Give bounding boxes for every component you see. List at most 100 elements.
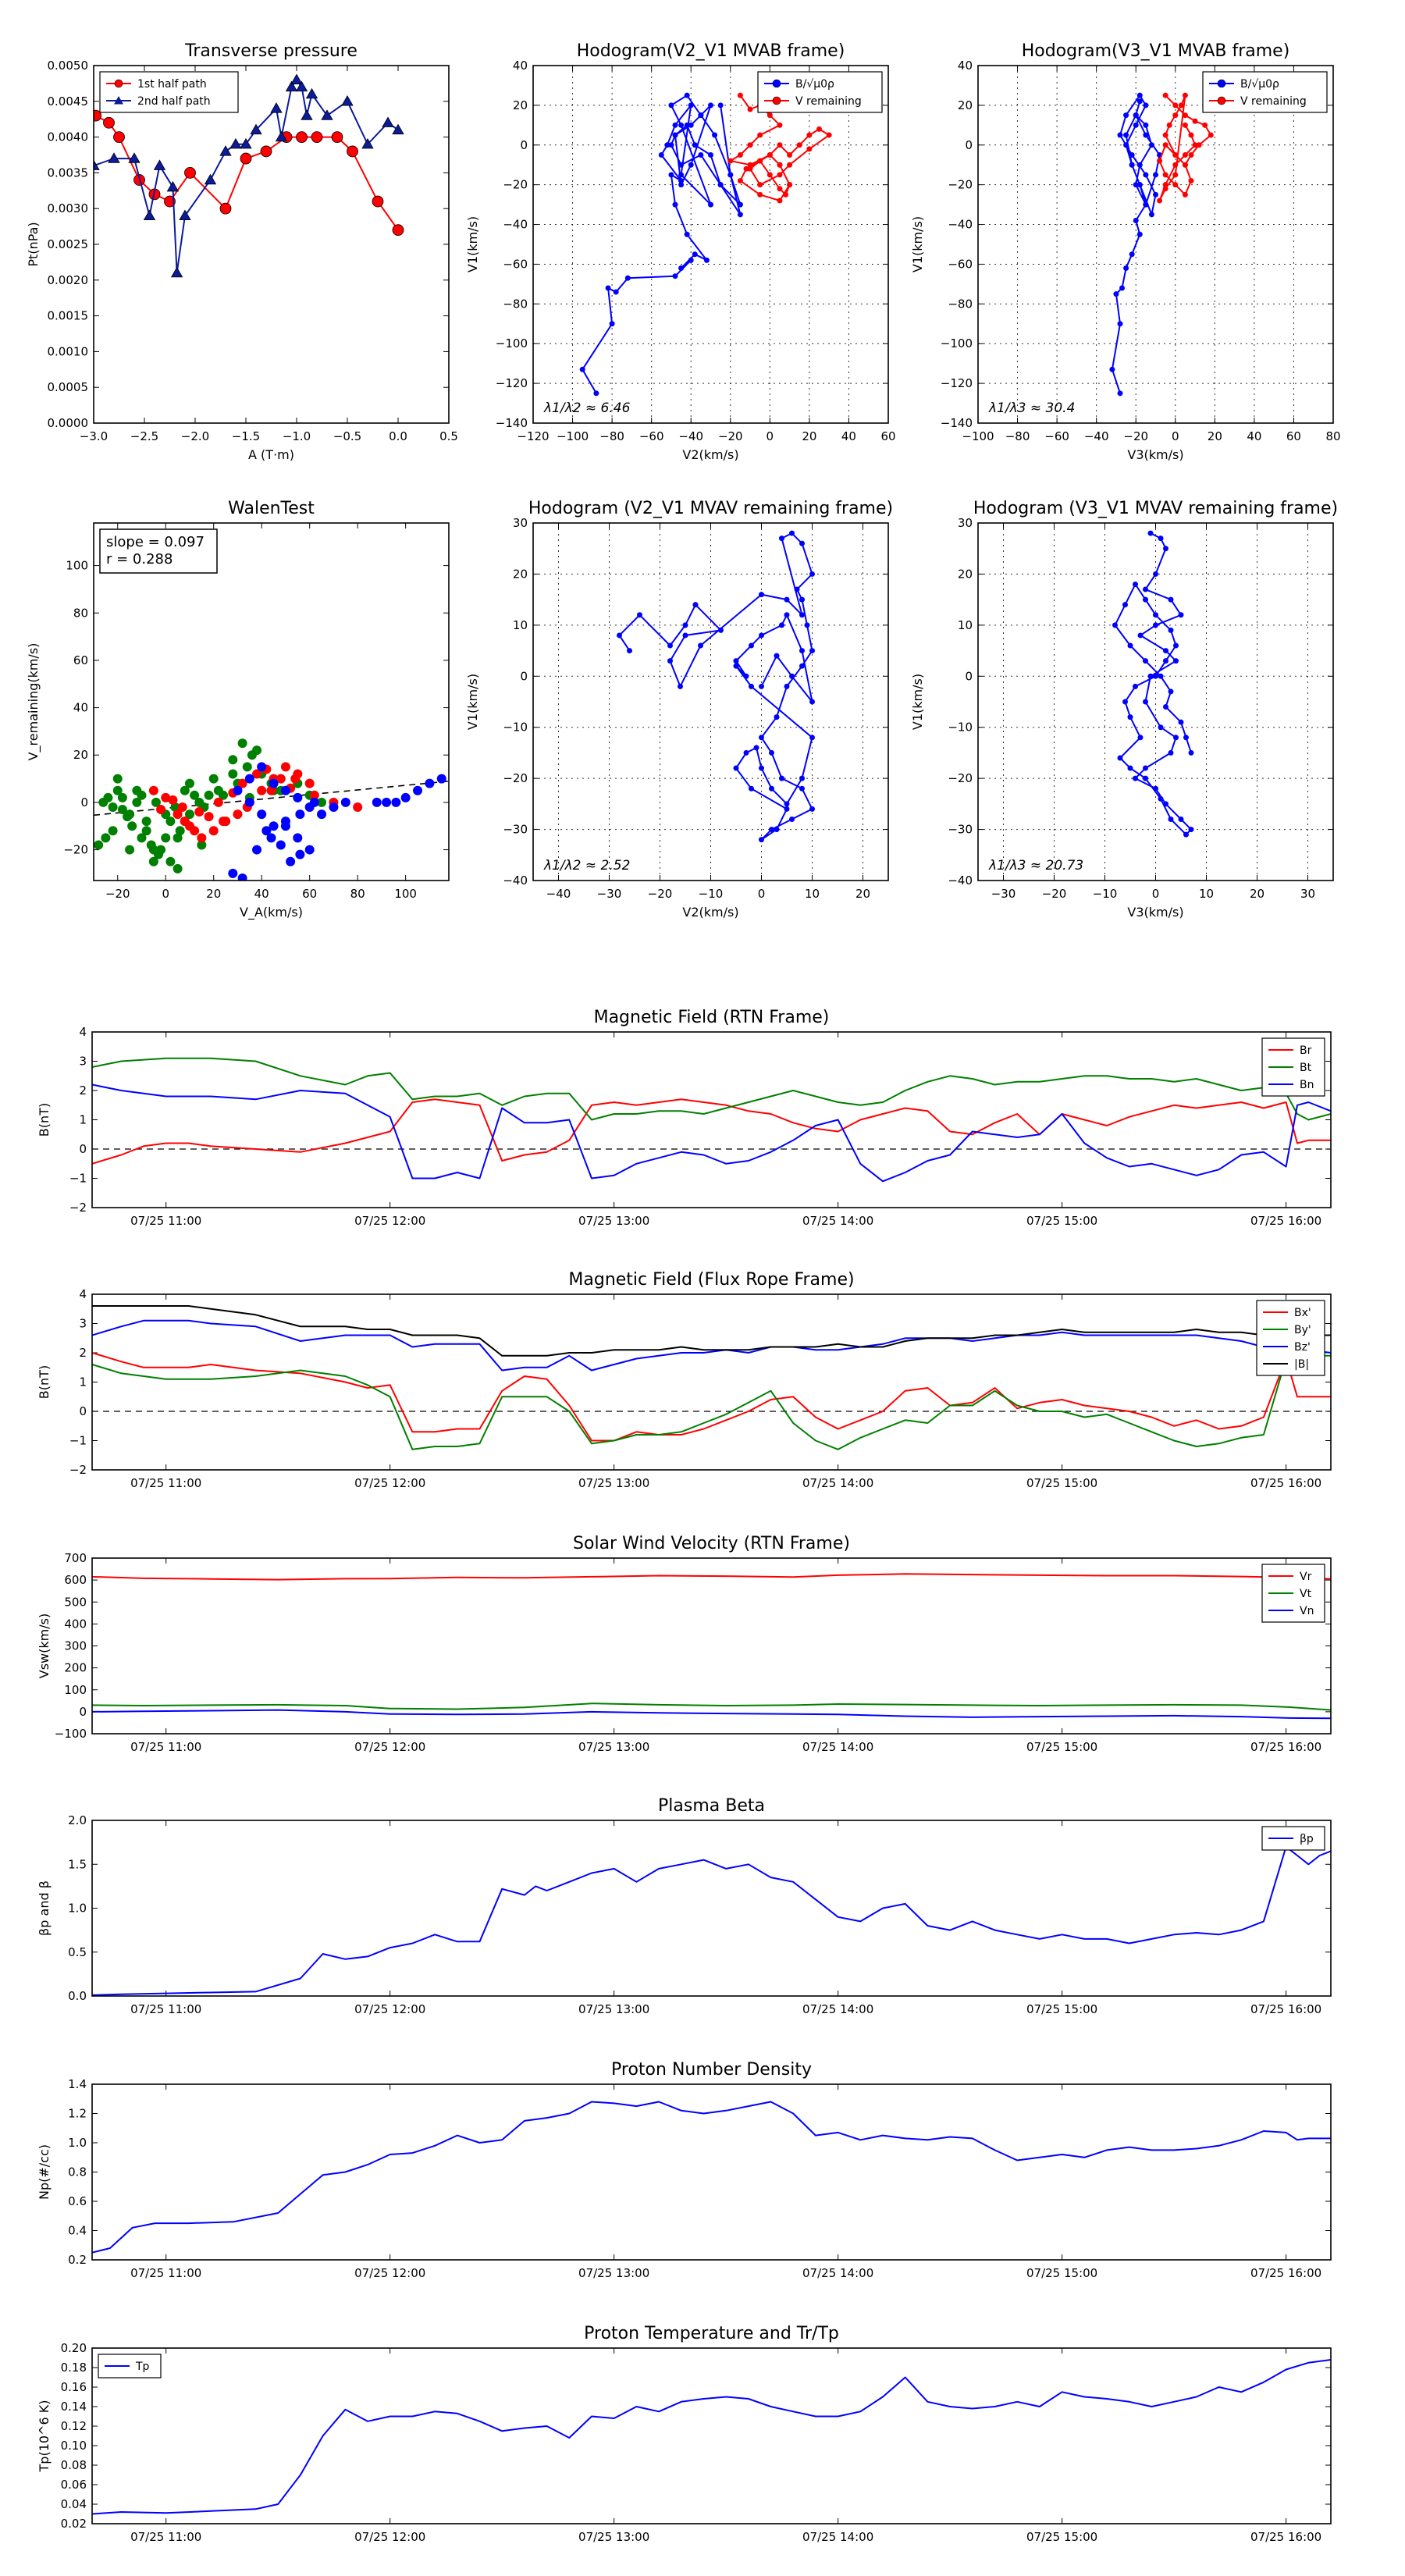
data-point bbox=[280, 762, 290, 772]
y-tick-label: 0.4 bbox=[68, 2224, 87, 2238]
legend-label: B/√μ0ρ bbox=[795, 78, 834, 91]
data-point bbox=[678, 178, 685, 184]
x-tick-label: −2.0 bbox=[181, 429, 209, 443]
data-point bbox=[1168, 627, 1174, 633]
data-point bbox=[1188, 749, 1194, 756]
data-point bbox=[1136, 98, 1143, 105]
data-point bbox=[170, 266, 183, 278]
plasma-beta-title: Plasma Beta bbox=[658, 1796, 765, 1816]
x-tick-label: 0 bbox=[758, 887, 766, 901]
data-point bbox=[184, 778, 194, 788]
data-point bbox=[753, 745, 759, 751]
magnetic-field-flux-rope-ticks: 07/25 11:00 07/25 12:00 07/25 13:00 07/25 1… bbox=[69, 1287, 1331, 1490]
data-point bbox=[353, 802, 363, 812]
x-tick-label: 40 bbox=[841, 429, 856, 443]
data-point bbox=[658, 152, 664, 158]
plasma-beta-plot-area bbox=[92, 1845, 1331, 1996]
data-point bbox=[1162, 92, 1168, 98]
data-point bbox=[204, 173, 217, 185]
plot-frame bbox=[532, 65, 889, 424]
magnetic-field-flux-rope-plot-area bbox=[92, 1305, 1331, 1450]
y-tick-label: 1.4 bbox=[68, 2077, 87, 2091]
transverse-pressure-ylabel: Pt(nPa) bbox=[26, 222, 41, 266]
transverse-pressure-legend: 1st half path 2nd half path bbox=[99, 71, 239, 113]
y-tick-label: 0.20 bbox=[61, 2341, 87, 2355]
data-point bbox=[290, 73, 303, 84]
x-tick-label: 07/25 13:00 bbox=[578, 1740, 649, 1754]
data-point bbox=[266, 785, 276, 795]
data-point bbox=[112, 785, 123, 795]
series-series-2 bbox=[228, 762, 446, 881]
data-point bbox=[806, 146, 813, 152]
data-point bbox=[727, 158, 734, 164]
data-point bbox=[382, 116, 394, 127]
data-point bbox=[826, 132, 832, 138]
legend-label: Vt bbox=[1300, 1588, 1312, 1600]
data-point bbox=[317, 797, 327, 807]
data-point bbox=[168, 795, 178, 805]
series-line bbox=[92, 1354, 1331, 1450]
series-bz bbox=[92, 1319, 1331, 1372]
data-point bbox=[1168, 749, 1174, 756]
data-point bbox=[749, 642, 754, 649]
data-point bbox=[197, 833, 207, 843]
hodogram-v2-v1-mvav-title: Hodogram (V2_V1 MVAV remaining frame) bbox=[528, 499, 893, 518]
data-point bbox=[1143, 765, 1148, 771]
data-point bbox=[749, 683, 754, 689]
data-point bbox=[156, 845, 166, 855]
data-point bbox=[113, 131, 125, 144]
data-point bbox=[194, 807, 205, 817]
walen-test-chart: WalenTest −20 0 20 40 60 80 100 −20 0 20 40 60 80 100 V… bbox=[26, 499, 450, 920]
y-tick-label: 100 bbox=[64, 1683, 87, 1697]
y-tick-label: 4 bbox=[79, 1287, 87, 1301]
x-tick-label: 0 bbox=[1152, 887, 1160, 901]
data-point bbox=[1129, 162, 1135, 168]
data-point bbox=[391, 797, 401, 807]
data-point bbox=[672, 201, 678, 208]
data-point bbox=[809, 699, 815, 705]
transverse-pressure-ticks: −3.0 −2.5 −2.0 −1.5 −1.0 −0.5 0.0 0.5 0.0000 0.00… bbox=[48, 59, 458, 443]
hodogram-v3-v1-mvav-plot-area bbox=[1112, 530, 1194, 838]
series-vt bbox=[92, 1703, 1331, 1711]
data-point bbox=[127, 821, 137, 831]
data-point bbox=[667, 642, 673, 649]
data-point bbox=[799, 612, 805, 618]
data-point bbox=[668, 102, 674, 109]
series-line bbox=[92, 2359, 1331, 2515]
data-point bbox=[184, 166, 196, 179]
data-point bbox=[228, 755, 238, 765]
legend-box bbox=[99, 71, 239, 113]
data-point bbox=[688, 122, 694, 128]
solar-wind-velocity-title: Solar Wind Velocity (RTN Frame) bbox=[573, 1534, 850, 1553]
data-point bbox=[774, 827, 780, 833]
magnetic-field-rtn-plot-area bbox=[92, 1057, 1331, 1183]
data-point bbox=[1136, 92, 1143, 98]
y-tick-label: 20 bbox=[958, 567, 973, 581]
x-tick-label: 07/25 16:00 bbox=[1250, 2266, 1321, 2280]
data-point bbox=[177, 802, 187, 812]
hodogram-v3-v1-mvab-ylabel: V1(km/s) bbox=[910, 216, 925, 272]
data-point bbox=[252, 845, 262, 855]
data-point bbox=[304, 845, 315, 855]
plot-frame bbox=[977, 65, 1334, 424]
legend-box bbox=[1202, 71, 1328, 113]
y-tick-label: −80 bbox=[503, 297, 528, 311]
y-tick-label: 80 bbox=[73, 606, 88, 620]
data-point bbox=[266, 833, 276, 843]
data-point bbox=[799, 540, 805, 546]
series-line bbox=[92, 1709, 1331, 1720]
data-point bbox=[779, 622, 784, 628]
data-point bbox=[809, 648, 815, 654]
data-point bbox=[295, 849, 305, 859]
data-point bbox=[1143, 596, 1148, 603]
x-tick-label: 07/25 11:00 bbox=[130, 1740, 201, 1754]
data-point bbox=[787, 152, 793, 158]
data-point bbox=[1117, 755, 1123, 761]
series-line bbox=[92, 1083, 1331, 1183]
data-point bbox=[672, 122, 678, 128]
series-line bbox=[92, 1319, 1331, 1372]
data-point bbox=[1188, 152, 1194, 158]
data-point bbox=[175, 826, 185, 836]
data-point bbox=[1166, 122, 1172, 128]
data-point bbox=[1163, 801, 1168, 807]
